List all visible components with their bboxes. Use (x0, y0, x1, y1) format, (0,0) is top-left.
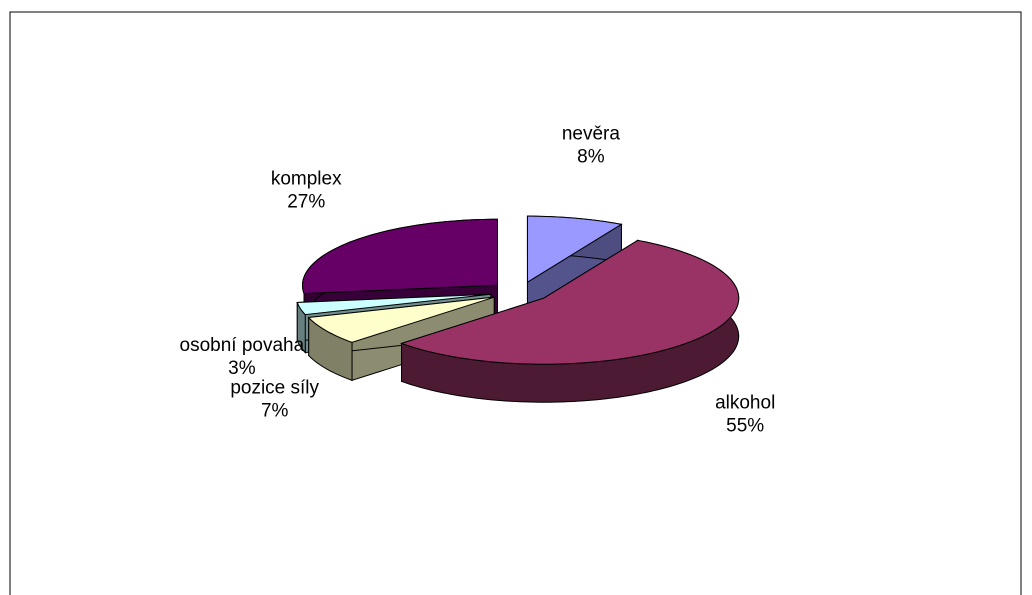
slice-top (526, 215, 623, 284)
slice (399, 239, 740, 403)
data-label-value: 7% (261, 400, 289, 421)
data-label-value: 27% (287, 191, 325, 212)
data-label: alkohol 55% (715, 392, 775, 436)
slice-top (399, 239, 740, 365)
data-label-name: komplex (271, 168, 342, 189)
data-label: komplex 27% (271, 168, 342, 212)
data-label: nevěra 8% (562, 124, 621, 168)
data-label-name: alkohol (715, 392, 775, 413)
data-label-value: 55% (726, 415, 764, 436)
slice-top (307, 296, 495, 343)
data-label: osobní povaha 3% (180, 335, 305, 379)
data-label: pozice síly 7% (230, 377, 319, 421)
data-label-name: pozice síly (230, 377, 319, 398)
data-label-value: 8% (577, 147, 605, 168)
data-label-name: nevěra (562, 124, 621, 145)
chart-frame (9, 11, 1022, 595)
data-label-value: 3% (228, 358, 256, 379)
slice-top (296, 293, 491, 316)
slice-top (301, 218, 498, 295)
data-label-name: osobní povaha (180, 335, 305, 356)
